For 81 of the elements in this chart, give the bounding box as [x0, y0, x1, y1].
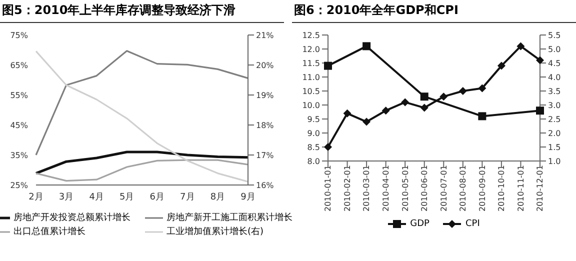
x-tick-label: 3月 — [58, 192, 74, 202]
x-tick-label: 2010-03-01 — [362, 165, 372, 212]
legend-label: 房地产开发投资总额累计增长 — [14, 212, 130, 224]
line-series — [35, 50, 249, 182]
legend-label: GDP — [410, 219, 430, 229]
legend-label: 出口总值累计增长 — [14, 226, 86, 238]
y2-tick-label: 3.0 — [548, 100, 561, 110]
y2-tick-label: 16% — [256, 180, 274, 190]
y-tick-label: 35% — [10, 150, 28, 160]
x-tick-label: 2010-02-01 — [342, 165, 352, 212]
point — [497, 62, 506, 70]
x-tick-label: 2010-09-01 — [478, 165, 487, 212]
x-tick-label: 2010-11-01 — [516, 165, 526, 212]
y-tick-label: 12.5 — [302, 30, 320, 40]
y-tick-label: 10.5 — [302, 86, 320, 96]
legend-label: 工业增加值累计增长(右) — [166, 226, 264, 238]
point — [343, 109, 352, 118]
y2-tick-label: 21% — [256, 30, 274, 40]
point — [440, 92, 448, 101]
point — [362, 42, 371, 50]
x-tick-label: 9月 — [240, 192, 256, 202]
x-tick-label: 2010-04-01 — [382, 165, 390, 212]
y-tick-label: 8.5 — [307, 142, 320, 152]
y2-tick-label: 1.5 — [548, 142, 561, 152]
point — [478, 84, 486, 92]
x-tick-label: 2010-06-01 — [420, 165, 430, 212]
x-tick-label: 4月 — [89, 192, 104, 202]
y-tick-label: 75% — [10, 30, 28, 40]
point — [478, 112, 486, 120]
point — [516, 42, 525, 50]
y2-tick-label: 3.5 — [548, 86, 561, 96]
point — [536, 56, 544, 64]
y2-tick-label: 2.5 — [548, 114, 561, 124]
y2-tick-label: 5.5 — [548, 30, 561, 40]
y-tick-label: 9.5 — [307, 114, 320, 124]
legend-label: 房地产新开工施工面积累计增长 — [166, 212, 292, 224]
x-tick-label: 2010-12-01 — [536, 165, 545, 212]
x-tick-label: 2月 — [28, 192, 44, 202]
y2-tick-label: 20% — [256, 60, 274, 70]
point — [324, 143, 332, 151]
y2-tick-label: 4.5 — [548, 58, 561, 68]
y2-tick-label: 1.0 — [548, 156, 561, 166]
y2-tick-label: 19% — [256, 90, 274, 100]
x-tick-label: 2010-10-01 — [497, 165, 506, 212]
point — [401, 98, 410, 106]
x-tick-label: 5月 — [119, 192, 134, 202]
y2-tick-label: 4.0 — [548, 72, 561, 82]
x-tick-label: 2010-05-01 — [400, 165, 410, 212]
y2-tick-label: 17% — [256, 150, 274, 160]
point — [362, 118, 371, 126]
y-tick-label: 45% — [10, 120, 28, 130]
x-tick-label: 2010-07-01 — [439, 165, 448, 212]
y-tick-label: 65% — [10, 60, 28, 70]
point — [382, 106, 390, 115]
y-tick-label: 8.0 — [307, 156, 320, 166]
y-tick-label: 11.5 — [302, 58, 320, 68]
y-tick-label: 10.0 — [302, 100, 320, 110]
y-tick-label: 25% — [10, 180, 28, 190]
chart-title: 图6：2010年全年GDP和CPI — [292, 0, 576, 23]
line-series — [35, 50, 249, 156]
x-tick-label: 6月 — [150, 192, 165, 202]
point — [420, 104, 428, 112]
line-series — [34, 150, 250, 175]
y2-tick-label: 5.0 — [548, 44, 561, 54]
chart-title: 图5：2010年上半年库存调整导致经济下滑 — [0, 0, 284, 23]
point — [536, 106, 544, 115]
point — [458, 87, 467, 95]
y-tick-label: 55% — [10, 90, 28, 100]
x-tick-label: 2010-08-01 — [458, 165, 468, 212]
x-tick-label: 7月 — [180, 192, 195, 202]
line-series — [35, 159, 249, 182]
y2-tick-label: 2.0 — [548, 128, 561, 138]
x-tick-label: 8月 — [210, 192, 226, 202]
point — [420, 92, 428, 101]
legend-label: CPI — [465, 219, 480, 229]
y-tick-label: 12.0 — [302, 44, 320, 54]
y-tick-label: 11.0 — [302, 72, 320, 82]
point — [324, 62, 332, 70]
y2-tick-label: 18% — [256, 120, 274, 130]
y-tick-label: 9.0 — [307, 128, 320, 138]
x-tick-label: 2010-01-01 — [324, 165, 333, 212]
